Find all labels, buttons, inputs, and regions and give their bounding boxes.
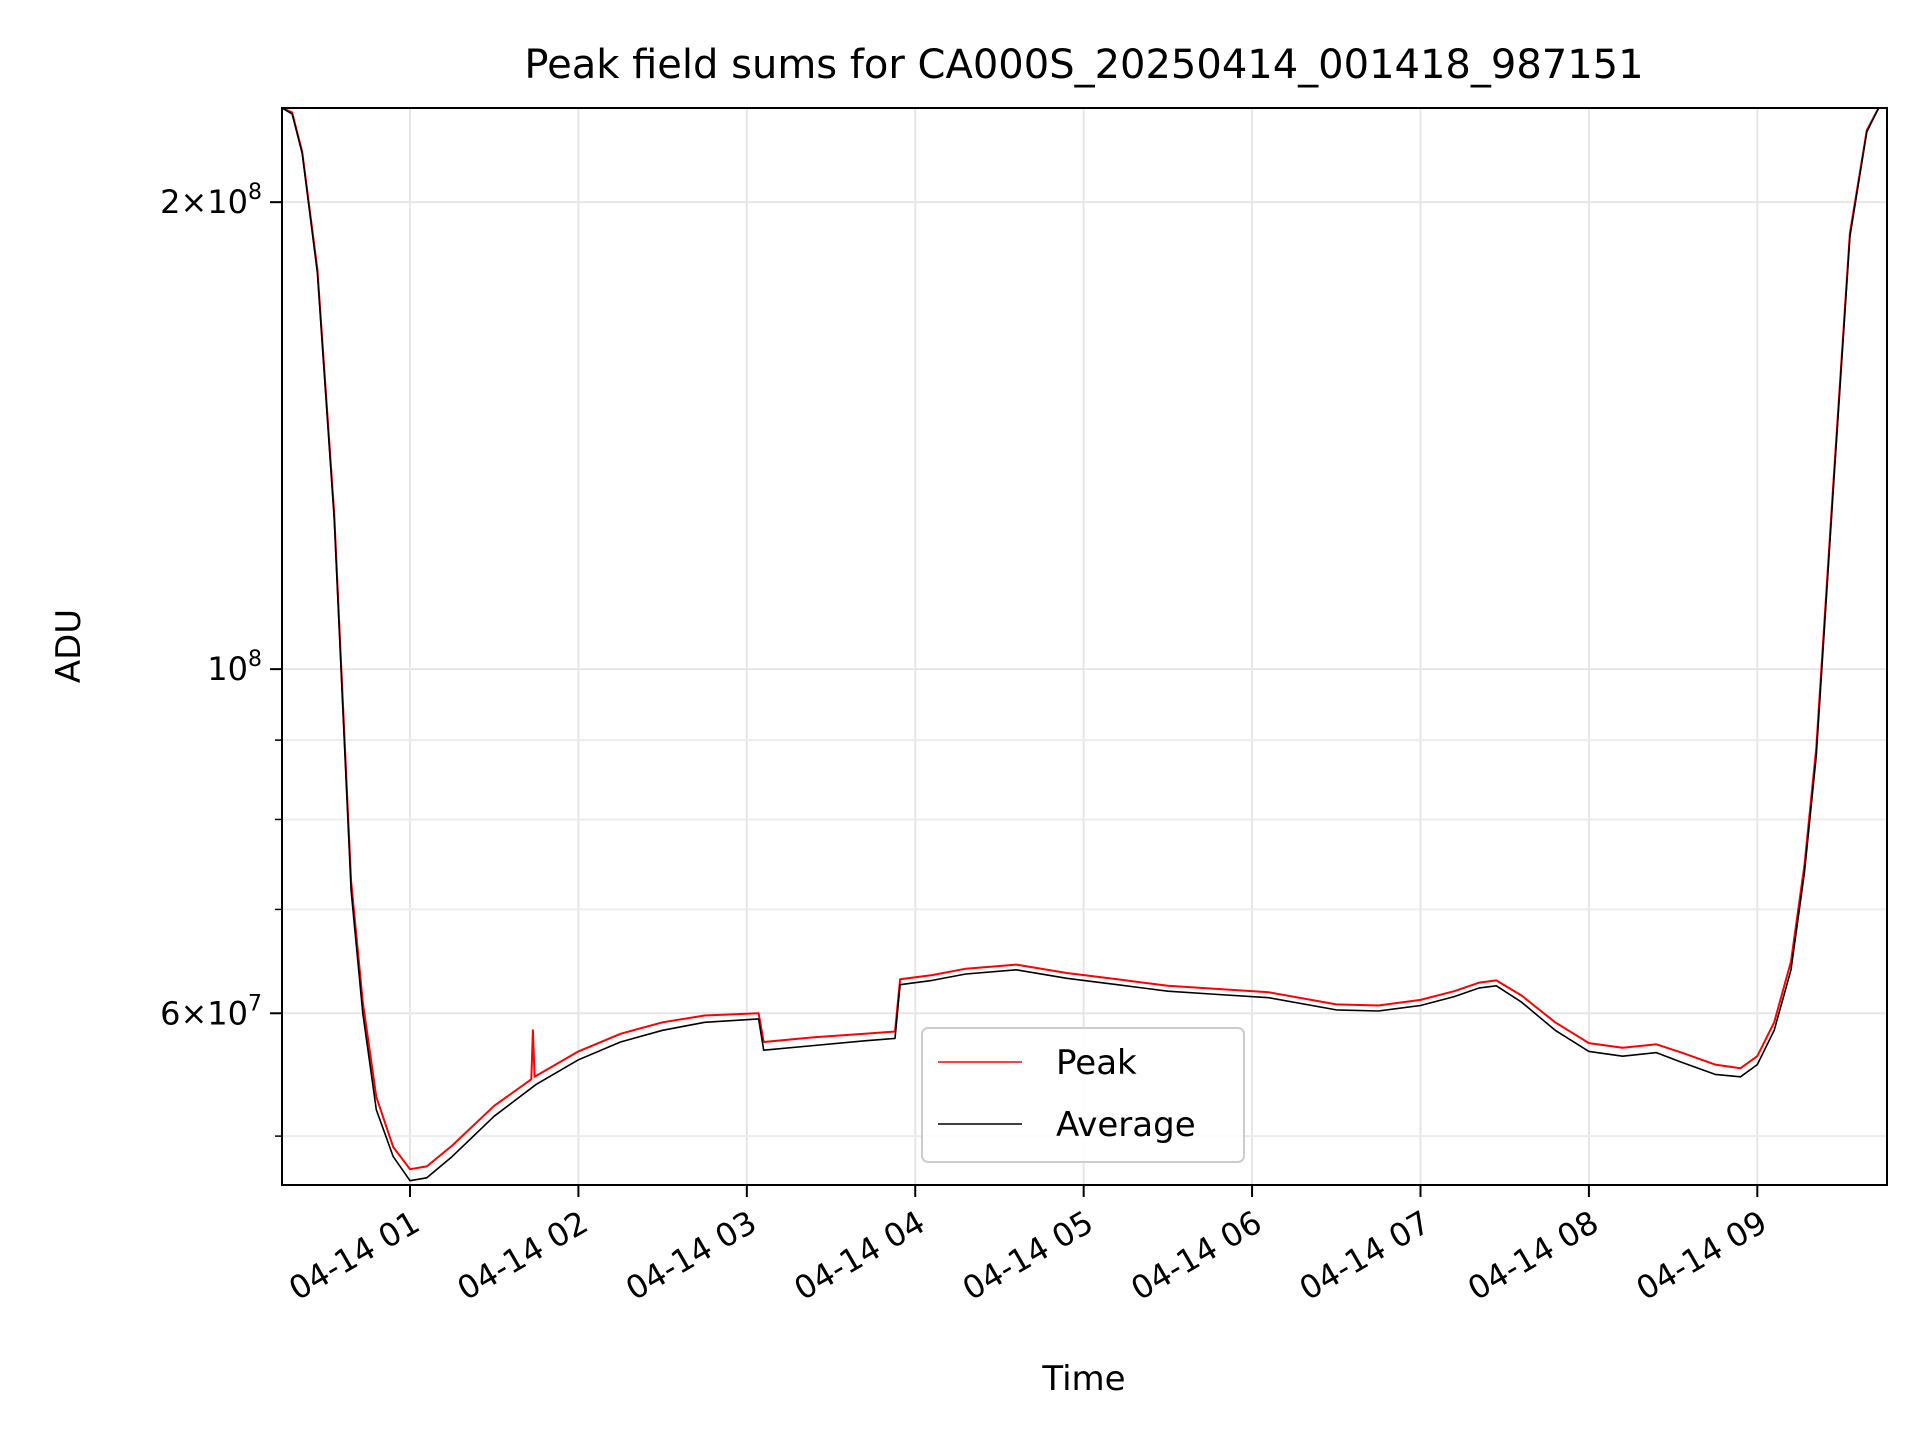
x-axis-label: Time <box>1041 1359 1125 1399</box>
y-tick-label: 2×108 <box>160 180 262 221</box>
y-axis-label: ADU <box>49 609 89 683</box>
legend-label-peak: Peak <box>1056 1043 1137 1083</box>
y-tick-label: 6×107 <box>160 991 262 1032</box>
legend: Peak Average <box>921 1027 1245 1163</box>
series-line-peak <box>282 108 1887 1171</box>
series-line-average <box>282 108 1887 1182</box>
y-tick-label: 108 <box>207 647 262 688</box>
series-layer <box>282 108 1887 1182</box>
legend-label-average: Average <box>1056 1105 1196 1145</box>
chart-title: Peak field sums for CA000S_20250414_0014… <box>524 42 1643 88</box>
